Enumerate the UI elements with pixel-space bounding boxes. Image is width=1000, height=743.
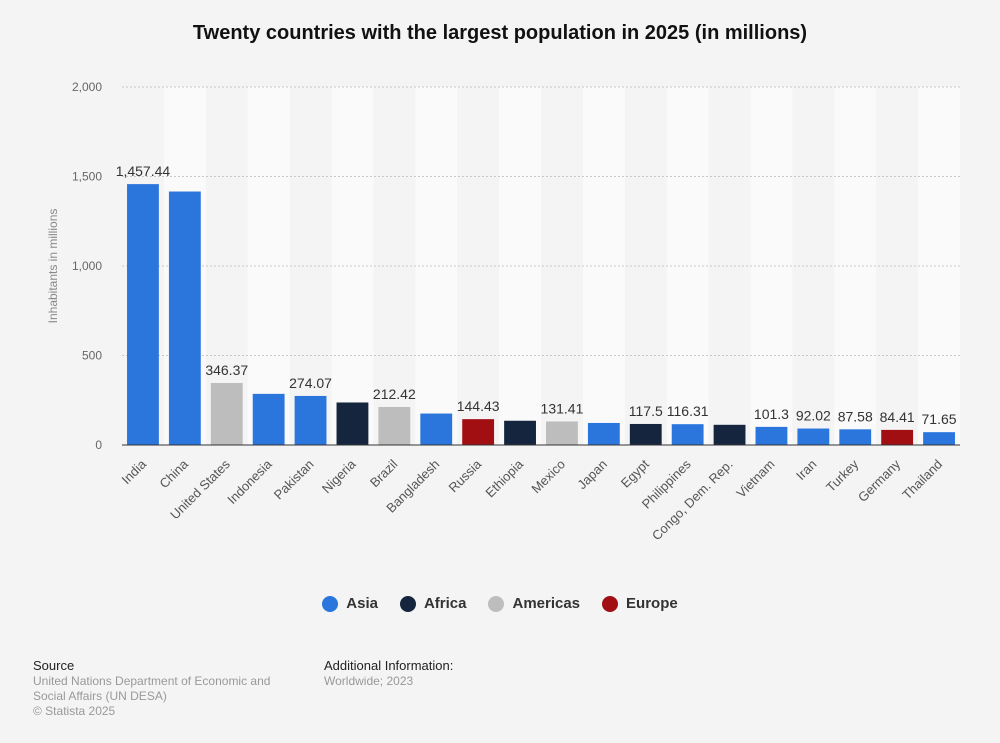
bar-japan [587, 422, 620, 445]
y-tick-label: 2,000 [72, 80, 102, 94]
legend-label-europe: Europe [626, 595, 678, 612]
data-label: 131.41 [541, 400, 584, 416]
x-tick-label: Thailand [899, 457, 945, 503]
bar-nigeria [336, 402, 369, 445]
bar-congo-dem-rep- [713, 424, 746, 445]
bar-vietnam [755, 426, 788, 445]
y-axis-title: Inhabitants in millions [46, 209, 60, 324]
additional-info-heading: Additional Information: [324, 658, 454, 673]
additional-info-block: Additional Information: Worldwide; 2023 [324, 658, 624, 689]
chart-legend: Asia Africa Americas Europe [0, 595, 1000, 612]
source-text[interactable]: United Nations Department of Economic an… [33, 674, 271, 703]
legend-label-americas: Americas [512, 595, 581, 612]
legend-swatch-africa [399, 595, 416, 612]
copyright-text: © Statista 2025 [33, 704, 116, 718]
data-label: 71.65 [922, 411, 957, 427]
legend-swatch-asia [322, 595, 339, 612]
bar-mexico [546, 421, 578, 445]
bar-bangladesh [420, 413, 453, 445]
source-block: Source United Nations Department of Econ… [33, 658, 293, 719]
x-tick-label: Russia [446, 456, 485, 495]
legend-item-americas[interactable]: Americas [488, 595, 580, 612]
bar-iran [797, 428, 830, 445]
bar-pakistan [294, 395, 327, 445]
y-tick-label: 1,000 [72, 259, 102, 273]
additional-info-text: Worldwide; 2023 [324, 674, 414, 688]
bar-philippines [671, 424, 704, 445]
source-heading: Source [33, 658, 75, 673]
y-tick-label: 0 [95, 438, 102, 452]
data-label: 274.07 [289, 375, 332, 391]
bar-india [127, 184, 159, 446]
data-label: 87.58 [838, 408, 873, 424]
x-tick-label: Germany [855, 456, 904, 505]
x-tick-label: Iran [793, 457, 819, 483]
y-tick-label: 1,500 [72, 170, 102, 184]
x-tick-label: Indonesia [224, 456, 275, 507]
data-label: 92.02 [796, 408, 831, 424]
legend-label-asia: Asia [346, 595, 378, 612]
bar-united-states [210, 382, 243, 445]
x-tick-label: Congo, Dem. Rep. [649, 457, 736, 544]
bar-indonesia [252, 393, 285, 445]
chart-title: Twenty countries with the largest popula… [192, 22, 808, 44]
data-label: 1,457.44 [116, 163, 171, 179]
bar-turkey [839, 429, 872, 445]
x-tick-label: Vietnam [733, 457, 777, 501]
bar-egypt [629, 423, 662, 445]
x-tick-label: Brazil [367, 456, 401, 490]
data-label: 117.5 [629, 403, 663, 419]
x-tick-label: Pakistan [271, 457, 317, 503]
bar-russia [462, 419, 495, 445]
legend-swatch-americas [488, 595, 505, 612]
bar-ethiopia [504, 420, 536, 445]
x-tick-label: China [156, 456, 191, 491]
x-tick-label: India [119, 456, 150, 487]
bar-chart: 0 500 1,000 1,500 2,000 Inhabitants in millio… [46, 80, 960, 544]
data-label: 101.3 [754, 406, 789, 422]
legend-item-asia[interactable]: Asia [322, 595, 378, 612]
data-label: 84.41 [880, 409, 915, 425]
x-tick-label: Ethiopia [482, 456, 526, 500]
legend-swatch-europe [602, 595, 619, 612]
x-tick-label: Nigeria [319, 456, 359, 496]
data-label: 116.31 [667, 403, 709, 419]
data-label: 144.43 [457, 398, 500, 414]
x-tick-label: Turkey [823, 456, 862, 495]
x-tick-label: Japan [574, 457, 610, 493]
y-tick-label: 500 [82, 349, 102, 363]
legend-label-africa: Africa [423, 595, 467, 612]
data-label: 346.37 [205, 362, 248, 378]
bar-thailand [923, 432, 955, 445]
bar-brazil [378, 406, 411, 445]
x-tick-label: Egypt [618, 456, 652, 490]
x-tick-label: Mexico [528, 457, 568, 497]
legend-item-europe[interactable]: Europe [602, 595, 678, 612]
bar-germany [881, 429, 914, 445]
bar-china [168, 191, 201, 445]
legend-item-africa[interactable]: Africa [399, 595, 467, 612]
data-label: 212.42 [373, 386, 416, 402]
